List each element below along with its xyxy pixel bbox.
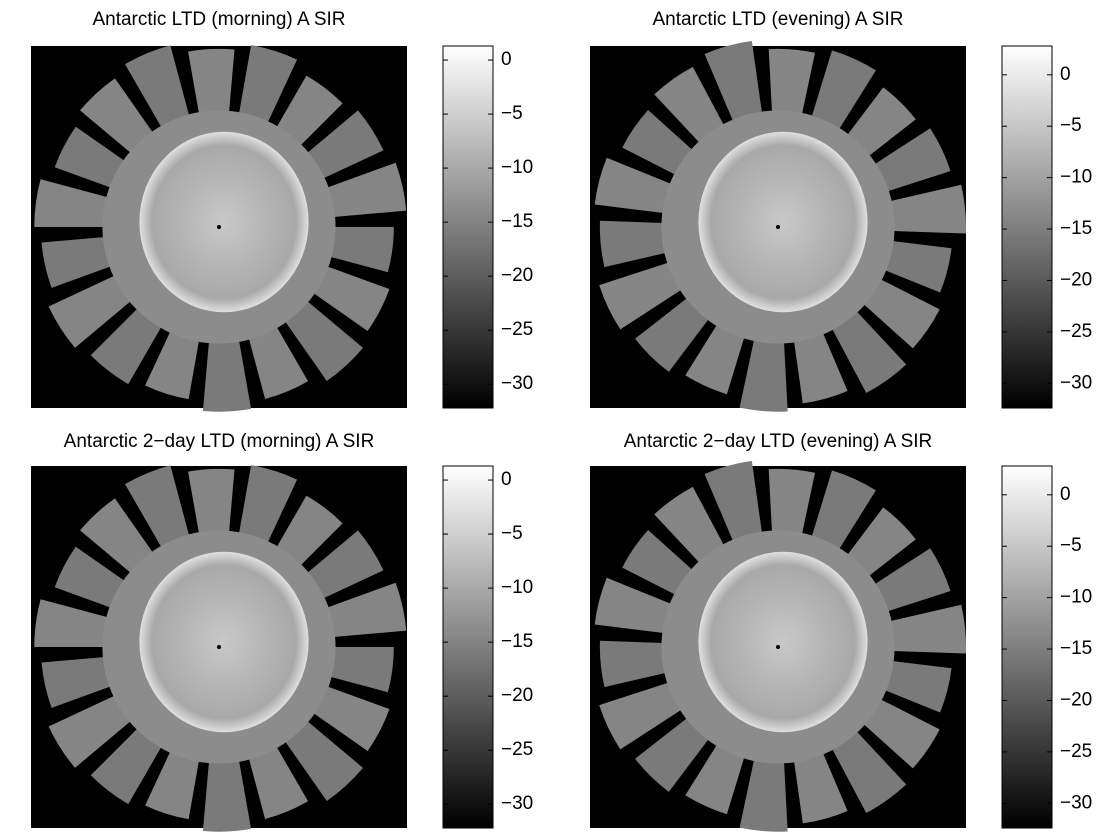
colorbar-tick-label: 0 [501,469,512,490]
panel-title: Antarctic LTD (morning) A SIR [92,9,345,30]
continent [698,551,868,733]
colorbar-tick-label: −25 [501,739,533,760]
colorbar-tick-label: −20 [501,265,533,286]
pole [217,225,221,229]
continent [139,551,309,733]
colorbar-tick-label: −10 [501,577,533,598]
panel-title: Antarctic 2−day LTD (morning) A SIR [64,431,375,452]
colorbar-tick-label: −5 [1060,535,1082,556]
colorbar-tick-label: 0 [501,49,512,70]
pole [776,645,780,649]
pole [776,225,780,229]
colorbar-tick-label: −10 [1060,587,1092,608]
colorbar-tick-label: −20 [1060,269,1092,290]
colorbar [1001,465,1053,829]
colorbar-tick-label: −5 [501,523,523,544]
colorbar [442,465,494,829]
panel-title: Antarctic LTD (evening) A SIR [653,9,904,30]
colorbar-tick-label: 0 [1060,64,1071,85]
colorbar [1001,45,1053,409]
continent [139,131,309,313]
colorbar-tick-label: −25 [501,319,533,340]
colorbar-tick-label: −30 [501,373,533,394]
colorbar-tick-label: 0 [1060,484,1071,505]
continent [698,131,868,313]
colorbar-tick-label: −5 [1060,115,1082,136]
colorbar-tick-label: −10 [1060,167,1092,188]
colorbar-tick-label: −30 [501,793,533,814]
colorbar-tick-label: −25 [1060,321,1092,342]
colorbar-tick-label: −5 [501,103,523,124]
colorbar [442,45,494,409]
colorbar-tick-label: −10 [501,157,533,178]
colorbar-tick-label: −30 [1060,792,1092,813]
colorbar-tick-label: −15 [501,631,533,652]
colorbar-tick-label: −15 [501,211,533,232]
colorbar-tick-label: −20 [1060,689,1092,710]
colorbar-tick-label: −15 [1060,218,1092,239]
panel-title: Antarctic 2−day LTD (evening) A SIR [624,431,933,452]
colorbar-tick-label: −25 [1060,741,1092,762]
colorbar-tick-label: −30 [1060,372,1092,393]
pole [217,645,221,649]
colorbar-tick-label: −15 [1060,638,1092,659]
colorbar-tick-label: −20 [501,685,533,706]
